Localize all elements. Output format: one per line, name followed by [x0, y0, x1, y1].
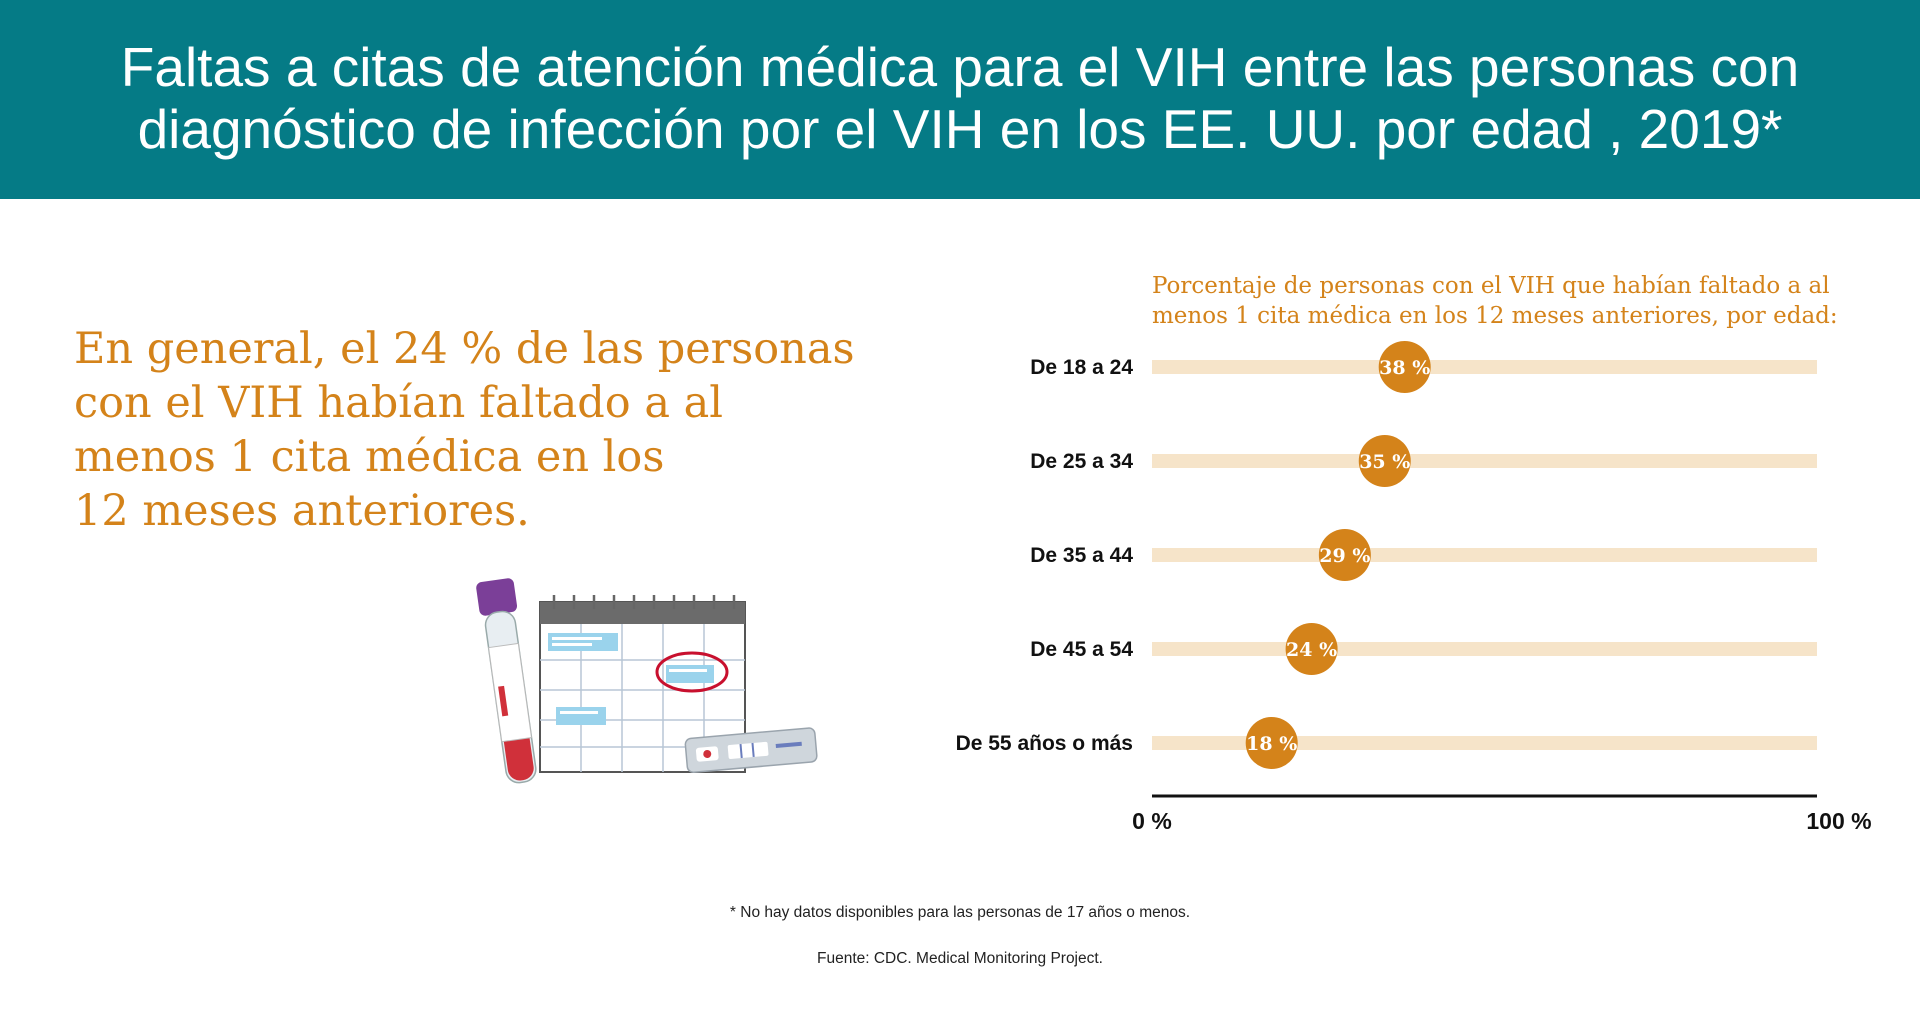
category-label: De 45 a 54: [1030, 638, 1133, 661]
chart-row: De 55 años o más 18 %: [956, 717, 1817, 769]
chart-row: De 45 a 54 24 %: [1030, 623, 1817, 675]
chart-row: De 35 a 44 29 %: [1030, 529, 1817, 581]
value-dot: [1245, 717, 1298, 769]
value-label: 18 %: [1246, 733, 1297, 755]
category-label: De 18 a 24: [1030, 356, 1133, 379]
value-label: 29 %: [1319, 545, 1370, 567]
value-dot: [1318, 529, 1371, 581]
category-label: De 35 a 44: [1030, 544, 1133, 567]
chart-row: De 25 a 34 35 %: [1030, 435, 1817, 487]
summary-headline: En general, el 24 % de las personas con …: [74, 324, 855, 536]
chart-rows: De 18 a 24 38 % De 25 a 34 35 % De 35 a 44 29…: [956, 341, 1817, 769]
value-label: 24 %: [1286, 639, 1337, 661]
title-banner: Faltas a citas de atención médica para e…: [0, 0, 1920, 199]
footnote: * No hay datos disponibles para las pers…: [729, 904, 1191, 921]
chart-row: De 18 a 24 38 %: [1030, 341, 1817, 393]
x-axis-ticks: 0 % 100 %: [1132, 808, 1871, 834]
category-label: De 55 años o más: [956, 732, 1133, 755]
source-note: Fuente: CDC. Medical Monitoring Project.: [816, 950, 1103, 967]
value-dot: [1358, 435, 1411, 487]
blood-tube-icon: [476, 578, 537, 784]
illustration: [476, 578, 818, 784]
value-label: 35 %: [1359, 451, 1410, 473]
chart-title: Porcentaje de personas con el VIH que ha…: [1152, 273, 1838, 329]
value-track: [1152, 454, 1817, 468]
x-tick-label: 0 %: [1132, 808, 1172, 834]
x-tick-label: 100 %: [1806, 808, 1871, 834]
value-dot: [1285, 623, 1338, 675]
value-track: [1152, 736, 1817, 750]
value-dot: [1378, 341, 1431, 393]
value-track: [1152, 642, 1817, 656]
value-label: 38 %: [1379, 357, 1430, 379]
value-track: [1152, 360, 1817, 374]
category-label: De 25 a 34: [1030, 450, 1133, 473]
value-track: [1152, 548, 1817, 562]
hiv-test-kit-icon: [684, 727, 818, 774]
page-title: Faltas a citas de atención médica para e…: [120, 36, 1800, 160]
